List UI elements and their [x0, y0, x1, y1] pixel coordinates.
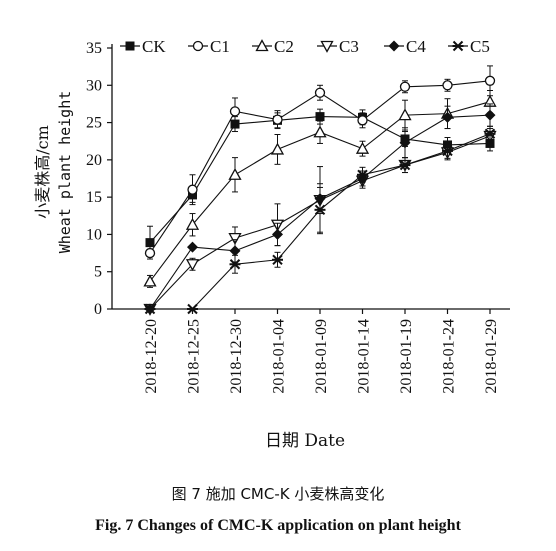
data-point-c4	[484, 109, 496, 121]
data-point-ck	[145, 238, 155, 248]
data-point-c1	[357, 115, 368, 126]
data-point-c5	[229, 259, 241, 270]
legend-label: C2	[274, 37, 294, 56]
y-tick-label: 15	[86, 189, 102, 206]
series-c5	[144, 125, 496, 315]
data-point-c2	[270, 142, 285, 155]
x-tick-label: 2018-12-25	[186, 319, 203, 394]
legend-item-c2: C2	[252, 37, 294, 56]
legend-item-c4: C4	[384, 37, 426, 56]
data-point-c4	[187, 241, 198, 253]
x-tick-label: 2018-01-04	[271, 319, 288, 394]
data-point-ck	[315, 112, 325, 122]
x-tick-label: 2018-01-24	[441, 319, 458, 394]
y-axis-title-cn: 小麦株高/cm	[33, 125, 52, 219]
data-point-c2	[185, 217, 200, 230]
data-point-c3	[228, 233, 242, 246]
y-axis-title-en: Wheat plant height	[56, 91, 74, 254]
series-c1	[144, 65, 496, 259]
legend-marker	[320, 40, 334, 53]
x-tick-label: 2018-01-09	[313, 319, 330, 394]
x-tick-label: 2018-01-19	[398, 319, 415, 394]
data-point-c1	[484, 75, 496, 86]
data-point-c4	[229, 245, 241, 257]
data-point-c2	[398, 108, 412, 121]
figure-caption-en: Fig. 7 Changes of CMC-K application on p…	[95, 517, 461, 534]
y-tick-labels: 0 5 10 15 20 25 30 35	[86, 40, 102, 318]
legend-item-c1: C1	[188, 37, 230, 56]
data-point-c1	[442, 80, 453, 91]
data-point-c1	[187, 184, 198, 195]
data-point-c5	[484, 128, 496, 139]
x-axis-title: 日期 Date	[265, 431, 345, 451]
series-layer	[143, 65, 497, 316]
data-point-c2	[355, 141, 370, 154]
y-tick-label: 30	[86, 77, 102, 94]
legend-marker	[452, 40, 464, 52]
y-axis-title: 小麦株高/cm Wheat plant height	[33, 91, 74, 254]
x-tick-label: 2018-12-30	[228, 319, 245, 394]
y-tick-label: 10	[86, 226, 102, 243]
data-point-c5	[272, 254, 283, 265]
legend-marker	[388, 40, 400, 52]
data-point-c5	[399, 159, 411, 171]
legend-marker	[125, 41, 135, 51]
legend-label: C4	[406, 37, 426, 56]
legend-label: C3	[339, 37, 359, 56]
y-tick-label: 0	[94, 301, 102, 318]
plant-height-chart: 小麦株高/cm Wheat plant height 0 5 10 15 20 25 30 3…	[33, 37, 510, 451]
data-point-c4	[442, 111, 453, 123]
y-tick-label: 35	[86, 40, 102, 57]
legend-marker	[192, 40, 204, 52]
data-point-c1	[144, 247, 156, 259]
data-point-c1	[314, 87, 326, 98]
legend-marker	[255, 39, 269, 52]
data-point-c5	[187, 303, 198, 315]
legend-label: C5	[470, 37, 490, 56]
data-point-c2	[313, 125, 327, 138]
data-point-c1	[229, 106, 241, 117]
figure-caption-cn: 图 7 施加 CMC-K 小麦株高变化	[171, 485, 385, 503]
y-tick-label: 20	[86, 152, 102, 169]
x-tick-label: 2018-01-14	[356, 319, 373, 394]
data-point-c1	[272, 114, 283, 125]
data-point-c4	[272, 228, 283, 240]
x-tick-label: 2018-12-20	[143, 319, 160, 394]
legend-item-ck: CK	[120, 37, 166, 56]
legend-item-c3: C3	[317, 37, 359, 56]
y-tick-label: 5	[94, 264, 102, 281]
data-point-c2	[143, 274, 157, 287]
data-point-c1	[399, 81, 411, 92]
legend-label: CK	[142, 37, 166, 56]
data-point-c2	[228, 167, 242, 180]
data-point-c5	[357, 169, 368, 180]
data-point-c3	[185, 259, 200, 272]
data-point-c5	[144, 303, 156, 315]
y-tick-label: 25	[86, 115, 102, 132]
legend-item-c5: C5	[448, 37, 490, 56]
data-point-c4	[399, 137, 411, 149]
x-tick-label: 2018-01-29	[483, 319, 500, 394]
legend: CK C1 C2 C3 C4 C5	[120, 37, 490, 56]
data-point-c5	[314, 204, 326, 216]
x-tick-labels: 2018-12-20 2018-12-25 2018-12-30 2018-01-04…	[143, 319, 500, 394]
data-point-c5	[442, 145, 453, 157]
legend-label: C1	[210, 37, 230, 56]
